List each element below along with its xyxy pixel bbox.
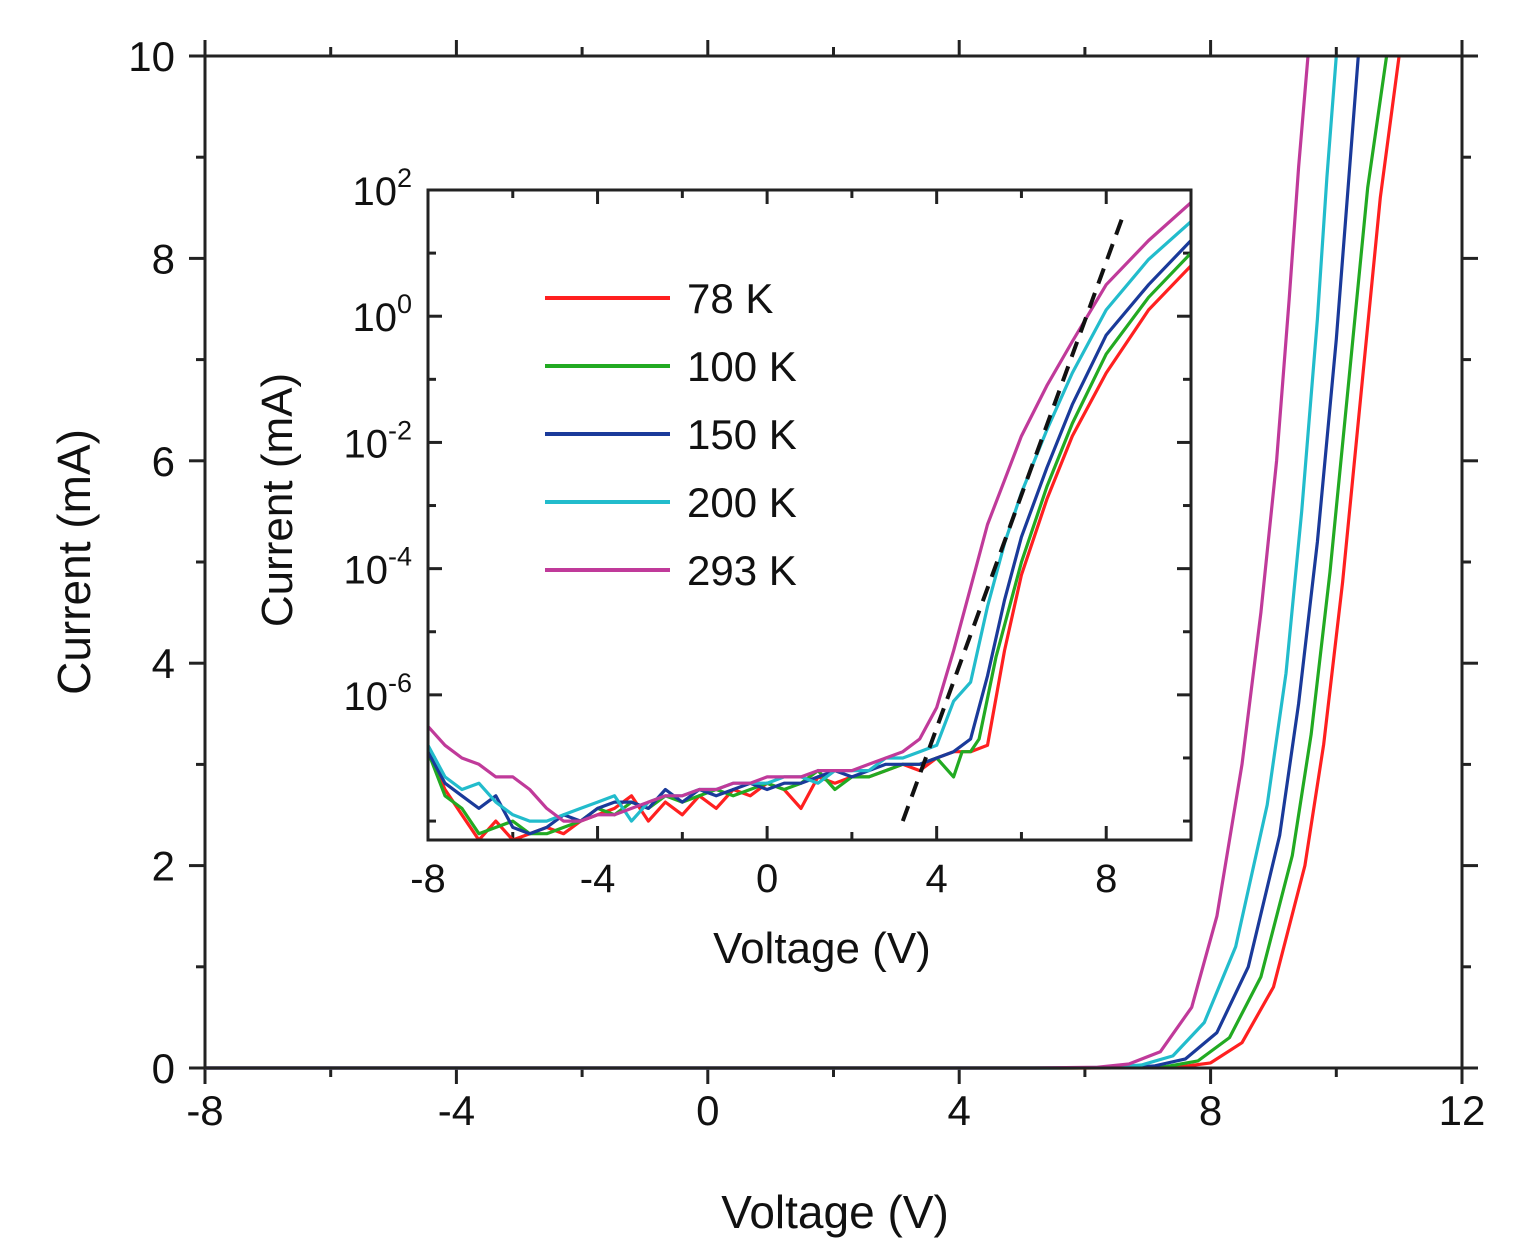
main-y-tick-label: 0 bbox=[152, 1045, 175, 1092]
inset-dashed-fit-line bbox=[900, 214, 1126, 822]
main-x-tick-label: 12 bbox=[1439, 1087, 1486, 1134]
main-y-tick-label: 8 bbox=[152, 235, 175, 282]
inset-y-axis-label: Current (mA) bbox=[253, 373, 302, 627]
inset-plot-frame bbox=[426, 188, 1193, 842]
inset-x-axis-label: Voltage (V) bbox=[713, 924, 931, 973]
main-x-tick-label: -8 bbox=[186, 1087, 223, 1134]
legend: 78 K 100 K 150 K 200 K 293 K bbox=[545, 275, 797, 594]
inset-x-tick-label: 8 bbox=[1095, 857, 1117, 901]
inset-y-tick-label: 10-4 bbox=[343, 542, 412, 593]
inset-x-tick-label: 4 bbox=[926, 857, 948, 901]
inset-chart: -8 -4 0 4 8 102 100 10-2 10-4 10-6 Voltage (V) Cu… bbox=[253, 163, 1193, 973]
main-y-tick-label: 4 bbox=[152, 640, 175, 687]
legend-entry-label: 78 K bbox=[687, 275, 773, 322]
inset-y-tick-label: 10-6 bbox=[343, 668, 412, 719]
inset-x-tick-label: 0 bbox=[756, 857, 778, 901]
inset-y-tick-label: 100 bbox=[352, 289, 412, 340]
inset-x-tick-label: -4 bbox=[580, 857, 616, 901]
main-x-tick-label: 4 bbox=[948, 1087, 971, 1134]
inset-x-tick-label: -8 bbox=[410, 857, 446, 901]
main-plot-frame bbox=[203, 54, 1464, 1070]
main-x-tick-label: 8 bbox=[1199, 1087, 1222, 1134]
inset-series-line bbox=[428, 239, 1191, 836]
main-y-axis-label: Current (mA) bbox=[48, 429, 100, 695]
legend-entry-label: 150 K bbox=[687, 411, 797, 458]
inset-series-line bbox=[428, 220, 1191, 823]
main-chart: -8 -4 0 4 8 12 0 2 4 6 8 10 Voltage (V) Current (mA… bbox=[48, 33, 1485, 1238]
inset-tick-labels: -8 -4 0 4 8 102 100 10-2 10-4 10-6 bbox=[343, 163, 1117, 901]
inset-background bbox=[428, 190, 1191, 840]
main-y-tick-label: 2 bbox=[152, 843, 175, 890]
main-x-tick-label: -4 bbox=[438, 1087, 475, 1134]
inset-series-line bbox=[428, 201, 1191, 823]
inset-y-tick-label: 102 bbox=[352, 163, 412, 214]
legend-entry-label: 100 K bbox=[687, 343, 797, 390]
main-x-tick-label: 0 bbox=[696, 1087, 719, 1134]
legend-entry-label: 200 K bbox=[687, 479, 797, 526]
main-y-tick-label: 6 bbox=[152, 438, 175, 485]
legend-entry-label: 293 K bbox=[687, 547, 797, 594]
main-tick-labels: -8 -4 0 4 8 12 0 2 4 6 8 10 bbox=[128, 33, 1485, 1134]
main-x-axis-label: Voltage (V) bbox=[721, 1186, 949, 1238]
inset-series-group bbox=[428, 201, 1191, 840]
main-y-tick-label: 10 bbox=[128, 33, 175, 80]
inset-y-tick-label: 10-2 bbox=[343, 415, 412, 466]
